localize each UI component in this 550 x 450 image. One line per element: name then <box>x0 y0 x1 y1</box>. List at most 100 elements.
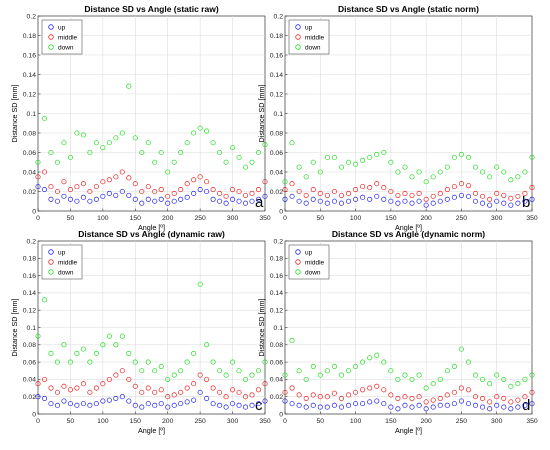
y-tick-label: 0.2 <box>274 238 284 245</box>
data-point-up <box>317 404 323 410</box>
data-point-middle <box>100 381 106 387</box>
legend-marker-up <box>295 249 301 255</box>
data-point-middle <box>303 192 309 198</box>
data-point-middle <box>255 187 262 193</box>
data-point-up <box>472 402 479 408</box>
data-point-middle <box>367 185 373 191</box>
data-point-up <box>282 398 288 404</box>
data-point-down <box>331 154 337 160</box>
x-tick-label: 50 <box>67 418 75 425</box>
legend-label-down: down <box>58 269 74 276</box>
data-point-middle <box>345 392 352 398</box>
data-point-middle <box>324 394 330 400</box>
data-point-middle <box>171 190 177 197</box>
series-middle <box>35 368 268 400</box>
data-point-middle <box>67 187 73 193</box>
data-point-down <box>388 368 394 374</box>
data-point-down <box>395 169 401 175</box>
y-tick-label: 0.1 <box>274 325 284 332</box>
data-point-down <box>67 359 73 365</box>
data-point-down <box>282 372 288 378</box>
data-point-middle <box>255 387 262 393</box>
y-tick-label: 0.16 <box>270 52 283 59</box>
data-point-middle <box>145 385 151 391</box>
legend-marker-middle <box>48 259 54 265</box>
data-point-middle <box>388 188 394 195</box>
data-point-up <box>184 399 190 405</box>
y-tick-label: 0.02 <box>270 189 283 196</box>
y-tick-label: 0 <box>32 208 36 215</box>
data-point-middle <box>331 390 337 396</box>
data-point-middle <box>158 187 164 193</box>
data-point-up <box>338 404 345 410</box>
data-point-up <box>465 193 472 199</box>
x-tick-label: 0 <box>283 418 287 425</box>
data-point-middle <box>139 389 145 395</box>
data-point-middle <box>93 184 99 190</box>
chart-title: Distance SD vs Angle (dynamic norm) <box>332 229 485 239</box>
data-point-middle <box>480 395 486 401</box>
data-point-middle <box>178 187 184 193</box>
data-point-up <box>67 196 73 202</box>
data-point-down <box>374 352 380 358</box>
data-point-down <box>458 346 464 352</box>
data-point-down <box>487 174 493 180</box>
data-point-down <box>171 372 177 378</box>
data-point-up <box>494 198 500 204</box>
y-tick-label: 0.02 <box>23 189 36 196</box>
data-point-up <box>255 401 262 407</box>
data-point-up <box>282 196 288 202</box>
data-point-up <box>487 406 493 412</box>
data-point-middle <box>451 389 457 395</box>
data-point-middle <box>217 190 223 197</box>
data-point-up <box>242 404 249 410</box>
data-point-down <box>126 83 132 89</box>
data-point-middle <box>367 385 373 391</box>
data-point-up <box>171 198 177 204</box>
data-point-up <box>35 184 41 190</box>
data-point-down <box>416 169 422 175</box>
data-point-middle <box>345 190 352 197</box>
data-point-up <box>262 193 268 199</box>
legend-marker-up <box>48 249 54 255</box>
data-point-middle <box>522 394 528 400</box>
y-tick-label: 0.14 <box>23 72 36 79</box>
data-point-down <box>139 368 145 374</box>
data-point-down <box>472 164 479 170</box>
data-point-down <box>515 174 521 180</box>
series-up <box>35 184 268 206</box>
y-tick-label: 0.16 <box>23 52 36 59</box>
data-point-down <box>416 372 422 378</box>
data-point-middle <box>465 183 472 189</box>
data-point-down <box>317 372 323 378</box>
data-point-down <box>303 174 309 180</box>
data-point-up <box>303 200 309 206</box>
data-point-middle <box>289 181 295 187</box>
data-point-middle <box>230 387 236 393</box>
data-point-down <box>165 376 171 382</box>
legend-label-down: down <box>305 269 321 276</box>
series-up <box>282 398 535 412</box>
data-point-down <box>430 174 436 180</box>
data-point-down <box>430 381 436 387</box>
x-tick-label: 100 <box>350 418 362 425</box>
data-point-up <box>255 196 262 202</box>
data-point-middle <box>374 383 380 389</box>
y-axis-label: Distance SD [mm] <box>10 85 19 143</box>
data-point-middle <box>437 190 443 197</box>
series-up <box>35 389 268 410</box>
data-point-down <box>501 376 507 382</box>
data-point-middle <box>262 179 268 185</box>
legend-marker-down <box>48 44 54 50</box>
data-point-up <box>139 404 145 410</box>
data-point-up <box>106 190 112 197</box>
data-point-down <box>522 376 528 382</box>
y-tick-label: 0.1 <box>274 111 284 118</box>
data-point-up <box>472 198 479 204</box>
data-point-down <box>353 161 359 167</box>
data-point-middle <box>74 184 80 190</box>
x-tick-label: 100 <box>97 215 109 222</box>
data-point-down <box>152 368 158 374</box>
data-point-down <box>296 164 302 170</box>
